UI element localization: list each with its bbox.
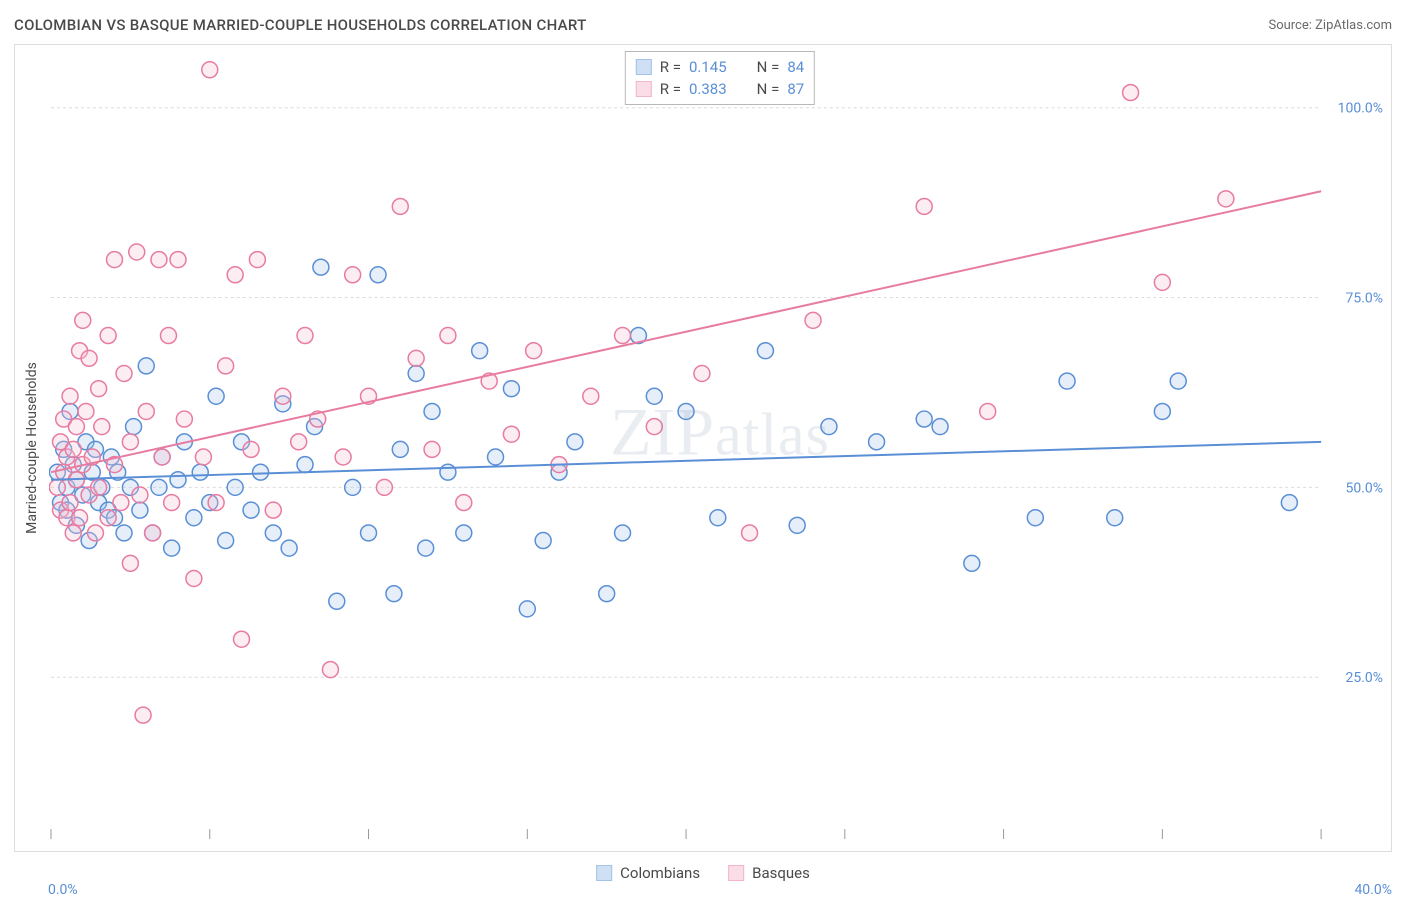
bottom-legend-item: Basques [728, 864, 810, 882]
stat-n-label: N = [757, 78, 780, 100]
stats-legend-row: R = 0.145 N = 84 [636, 56, 804, 78]
plot-svg: 25.0% 50.0% 75.0% 100.0% [49, 45, 1391, 851]
bottom-legend-item: Colombians [596, 864, 700, 882]
svg-text:75.0%: 75.0% [1346, 291, 1383, 307]
x-axis-max-label: 40.0% [1354, 882, 1392, 898]
stat-r-label: R = [660, 56, 681, 78]
stat-r-value: 0.383 [689, 78, 727, 100]
stat-n-value: 87 [787, 78, 804, 100]
legend-label: Colombians [620, 864, 700, 882]
y-axis-label-wrap: Married-couple Households [15, 45, 49, 851]
stat-n-value: 84 [787, 56, 804, 78]
stats-legend: R = 0.145 N = 84 R = 0.383 N = 87 [625, 51, 815, 105]
stats-legend-row: R = 0.383 N = 87 [636, 78, 804, 100]
chart-title: COLOMBIAN VS BASQUE MARRIED-COUPLE HOUSE… [14, 16, 587, 34]
legend-swatch [728, 865, 744, 881]
stat-r-value: 0.145 [689, 56, 727, 78]
x-axis-min-label: 0.0% [48, 882, 78, 898]
chart-header: COLOMBIAN VS BASQUE MARRIED-COUPLE HOUSE… [0, 0, 1406, 40]
y-axis-label: Married-couple Households [24, 362, 40, 534]
legend-swatch [596, 865, 612, 881]
svg-text:100.0%: 100.0% [1338, 101, 1383, 117]
stat-r-label: R = [660, 78, 681, 100]
svg-text:25.0%: 25.0% [1346, 670, 1383, 686]
legend-label: Basques [752, 864, 810, 882]
chart-container: Married-couple Households 25.0% 50.0% 75.0… [14, 44, 1392, 852]
bottom-legend: Colombians Basques [596, 864, 810, 882]
source-label: Source: ZipAtlas.com [1268, 18, 1392, 33]
legend-swatch [636, 81, 652, 97]
svg-text:50.0%: 50.0% [1346, 480, 1383, 496]
stat-n-label: N = [757, 56, 780, 78]
legend-swatch [636, 59, 652, 75]
plot-area: 25.0%50.0%75.0%100.0% ZIPatlas R = 0.145… [49, 45, 1391, 851]
